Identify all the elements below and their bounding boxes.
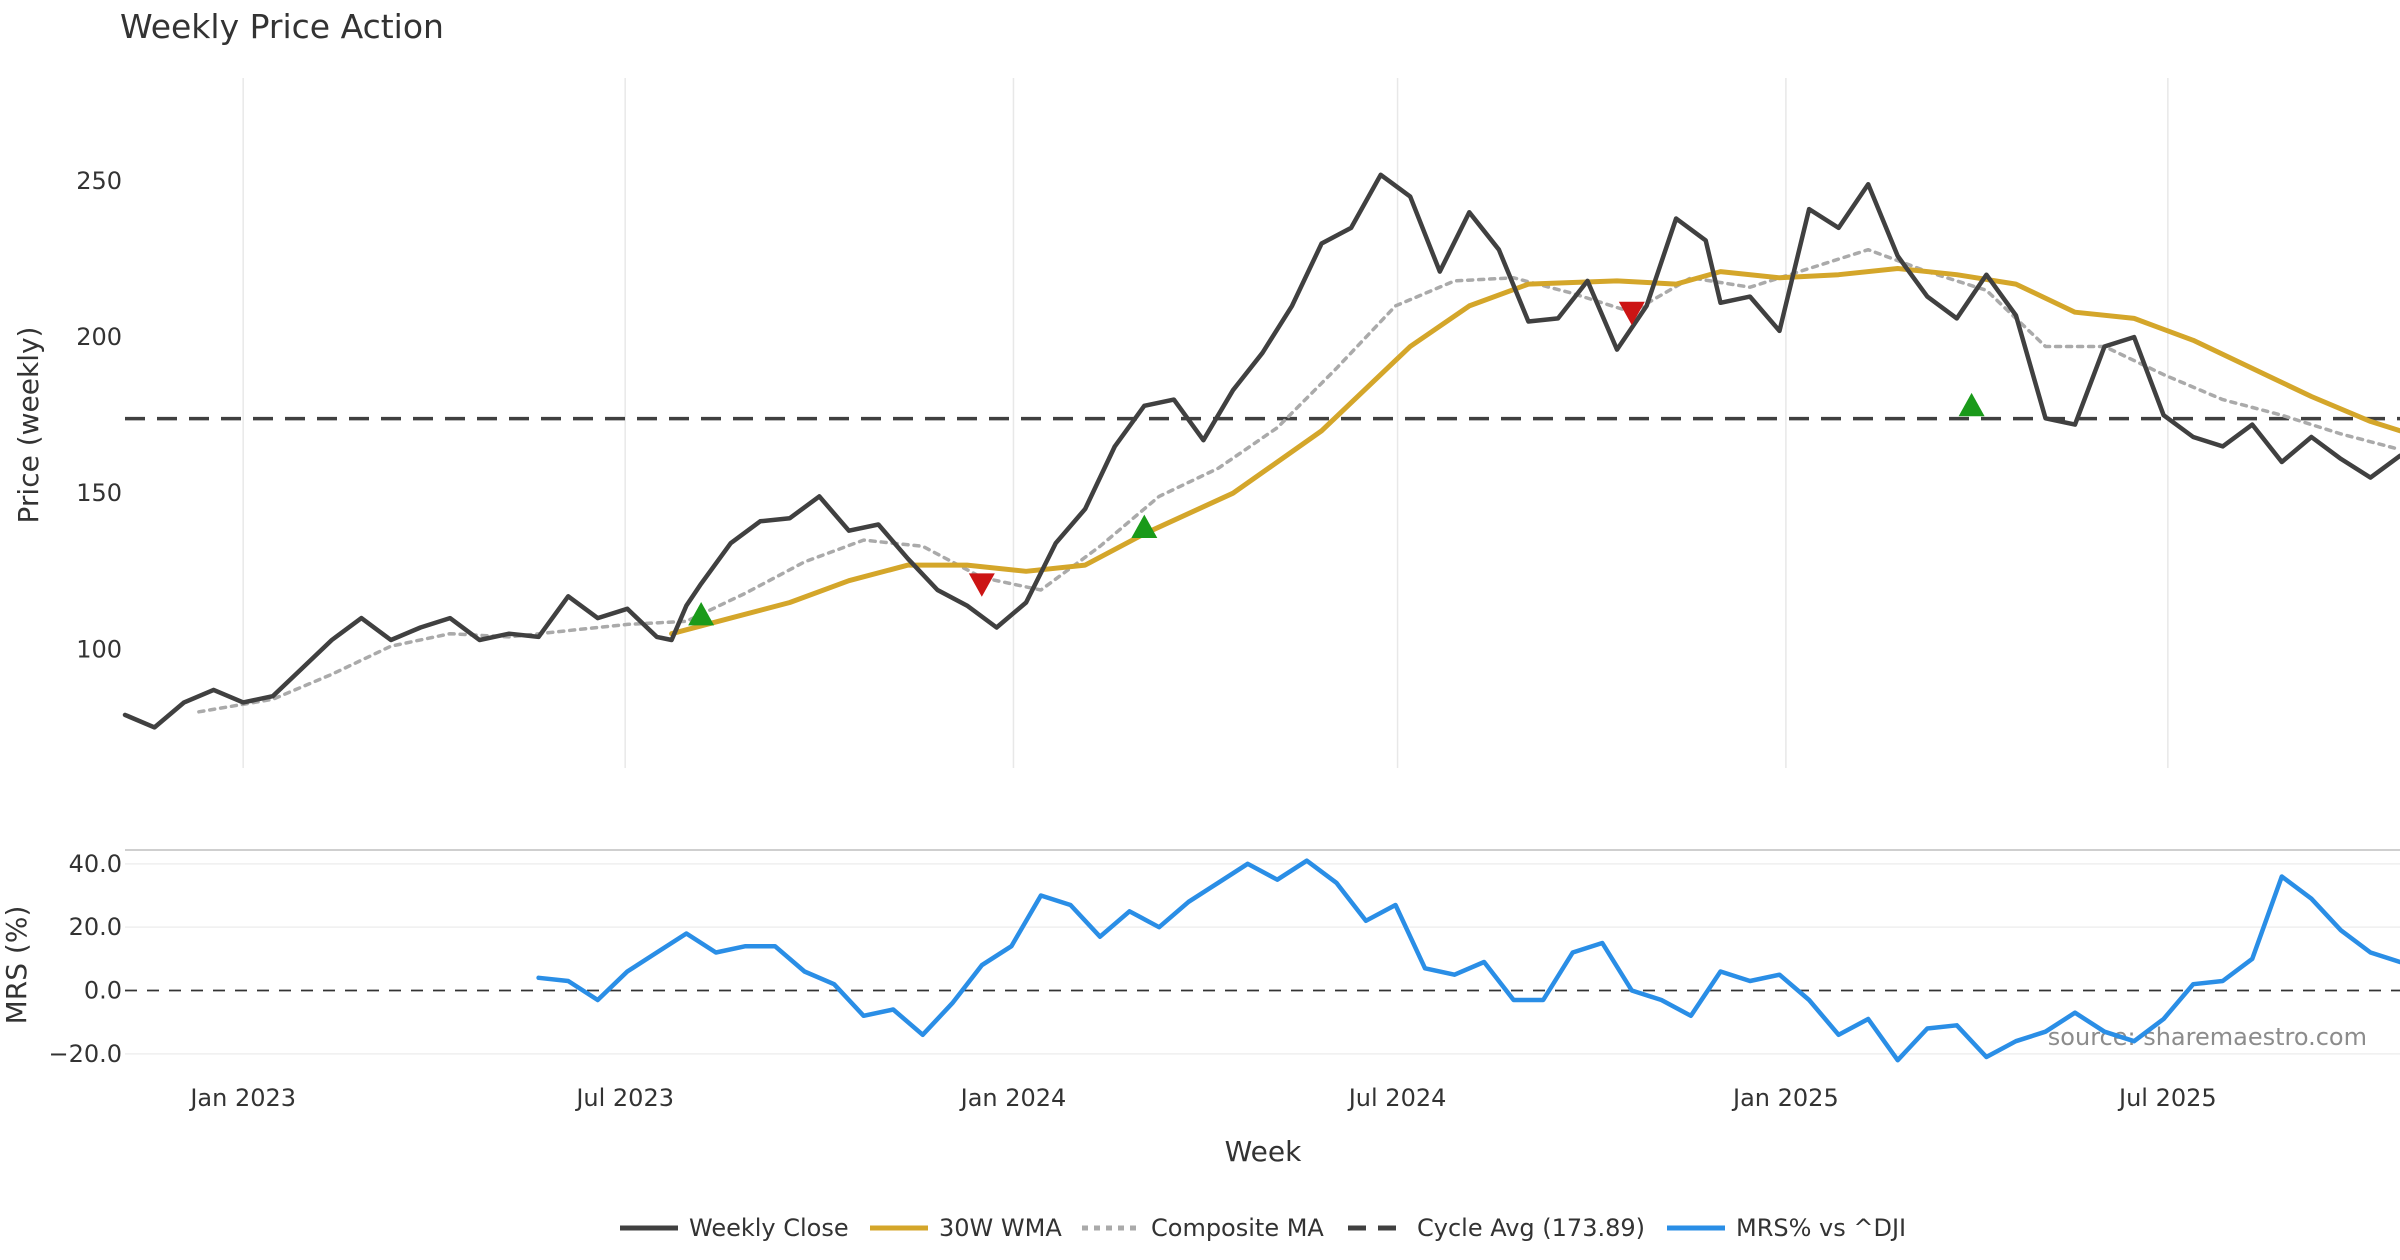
mrs-y-axis-title: MRS (%) <box>0 906 33 1025</box>
buy-signal-marker <box>688 602 715 626</box>
legend-label: Weekly Close <box>689 1214 849 1242</box>
x-tick-label: Jan 2025 <box>1731 1084 1839 1112</box>
buy-signal-marker <box>1958 392 1985 417</box>
mrs-y-tick-label: −20.0 <box>48 1040 122 1068</box>
price-y-tick-label: 150 <box>76 479 122 507</box>
buy-signal-marker <box>1131 514 1158 538</box>
x-tick-label: Jul 2023 <box>574 1084 674 1112</box>
x-tick-label: Jan 2024 <box>959 1084 1067 1112</box>
mrs-y-tick-label: 0.0 <box>84 977 122 1005</box>
price-y-axis-title: Price (weekly) <box>12 327 45 524</box>
composite-ma-line <box>197 247 2400 714</box>
mrs-line <box>536 858 2400 1063</box>
x-tick-label: Jul 2025 <box>2117 1084 2217 1112</box>
wma-30w-line <box>669 266 2400 637</box>
sell-signal-marker <box>968 573 995 597</box>
legend-label: MRS% vs ^DJI <box>1736 1214 1906 1242</box>
legend-label: Composite MA <box>1151 1214 1324 1242</box>
price-y-tick-label: 250 <box>76 167 122 195</box>
legend-label: Cycle Avg (173.89) <box>1417 1214 1645 1242</box>
x-axis-title: Week <box>1225 1135 1302 1168</box>
mrs-y-tick-label: 20.0 <box>69 913 122 941</box>
mrs-y-tick-label: 40.0 <box>69 850 122 878</box>
chart-title: Weekly Price Action <box>120 7 444 46</box>
price-y-tick-label: 100 <box>76 635 122 663</box>
sell-signal-marker <box>1618 301 1645 326</box>
x-tick-label: Jan 2023 <box>188 1084 296 1112</box>
x-tick-label: Jul 2024 <box>1347 1084 1447 1112</box>
price-y-tick-label: 200 <box>76 323 122 351</box>
legend-label: 30W WMA <box>939 1214 1062 1242</box>
weekly-close-line <box>122 172 2400 730</box>
